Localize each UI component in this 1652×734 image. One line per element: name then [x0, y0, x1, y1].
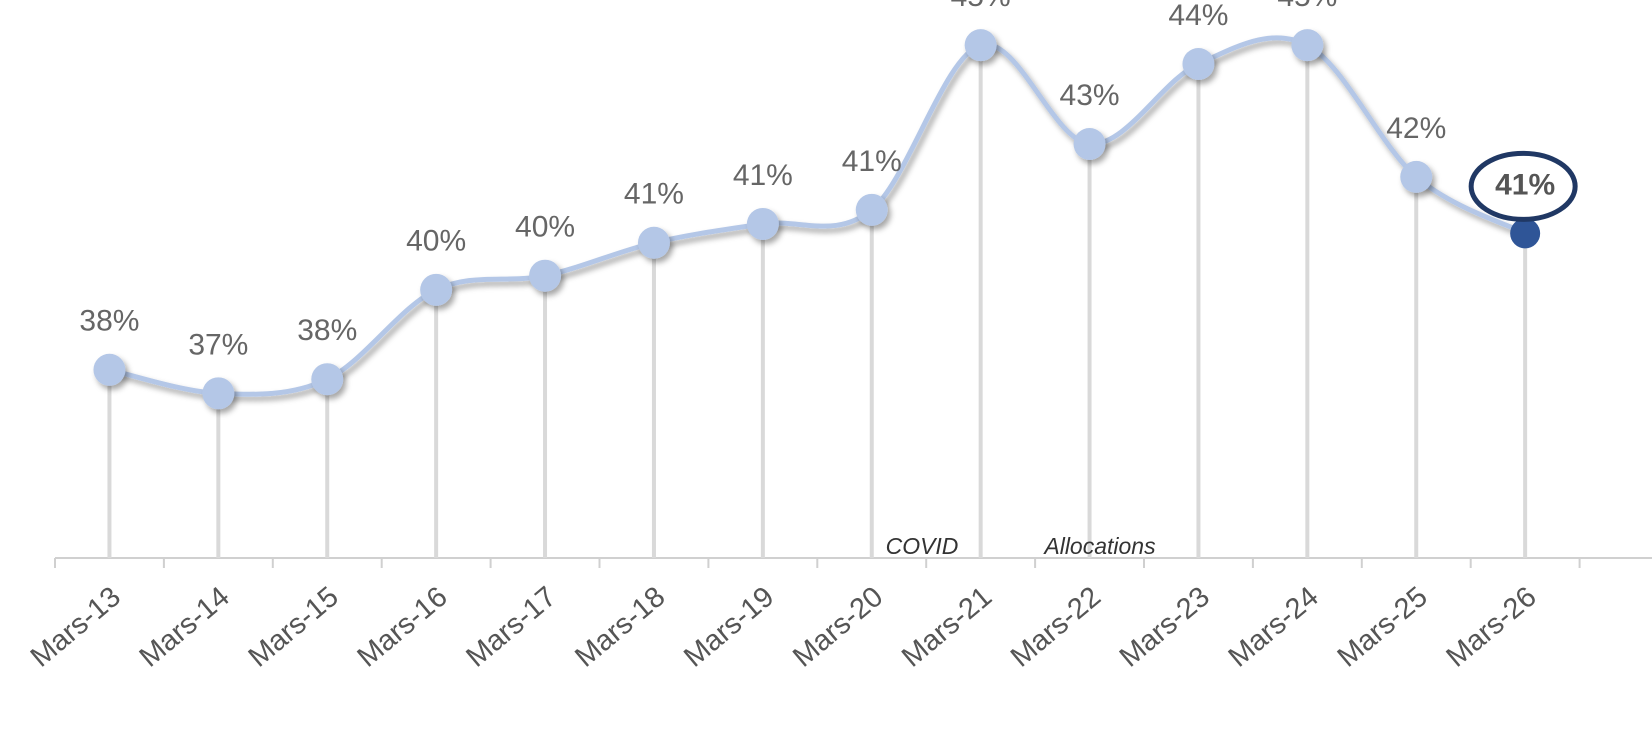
x-tick-label: Mars-24: [1223, 581, 1325, 674]
marker: [1291, 29, 1324, 62]
x-tick-label: Mars-16: [352, 581, 454, 674]
annotation: Allocations: [1042, 533, 1156, 559]
data-label: 41%: [1495, 168, 1555, 201]
marker: [1073, 127, 1106, 160]
x-tick-label: Mars-14: [134, 581, 236, 674]
x-tick-label: Mars-17: [460, 581, 562, 674]
marker: [964, 29, 997, 62]
data-label: 41%: [624, 178, 684, 211]
x-tick-label: Mars-15: [243, 581, 345, 674]
marker: [311, 363, 344, 396]
data-label: 44%: [1168, 0, 1228, 32]
data-label: 38%: [297, 314, 357, 347]
x-tick-label: Mars-20: [787, 581, 889, 674]
marker: [420, 273, 453, 306]
marker: [93, 353, 126, 386]
marker: [1182, 47, 1215, 80]
data-label: 38%: [79, 305, 139, 338]
data-label: 41%: [842, 145, 902, 178]
marker: [637, 226, 670, 259]
data-label: 41%: [733, 159, 793, 192]
x-tick-label: Mars-22: [1005, 581, 1107, 674]
data-label: 45%: [1277, 0, 1337, 13]
marker: [855, 193, 888, 226]
data-label: 43%: [1060, 79, 1120, 112]
x-tick-label: Mars-23: [1114, 581, 1216, 674]
x-tick-label: Mars-13: [25, 581, 127, 674]
x-tick-label: Mars-19: [678, 581, 780, 674]
data-label: 40%: [406, 225, 466, 258]
x-tick-label: Mars-18: [569, 581, 671, 674]
data-label: 37%: [188, 328, 248, 361]
marker: [1510, 218, 1541, 249]
x-tick-label: Mars-26: [1441, 581, 1543, 674]
marker: [746, 207, 779, 240]
marker: [202, 377, 235, 410]
x-tick-label: Mars-25: [1332, 581, 1434, 674]
x-tick-label: Mars-21: [896, 581, 998, 674]
marker: [1400, 160, 1433, 193]
data-label: 42%: [1386, 112, 1446, 145]
data-label: 45%: [951, 0, 1011, 13]
data-label: 40%: [515, 211, 575, 244]
marker: [529, 259, 562, 292]
highlight-ring: [1468, 150, 1578, 222]
annotation: COVID: [886, 533, 959, 559]
